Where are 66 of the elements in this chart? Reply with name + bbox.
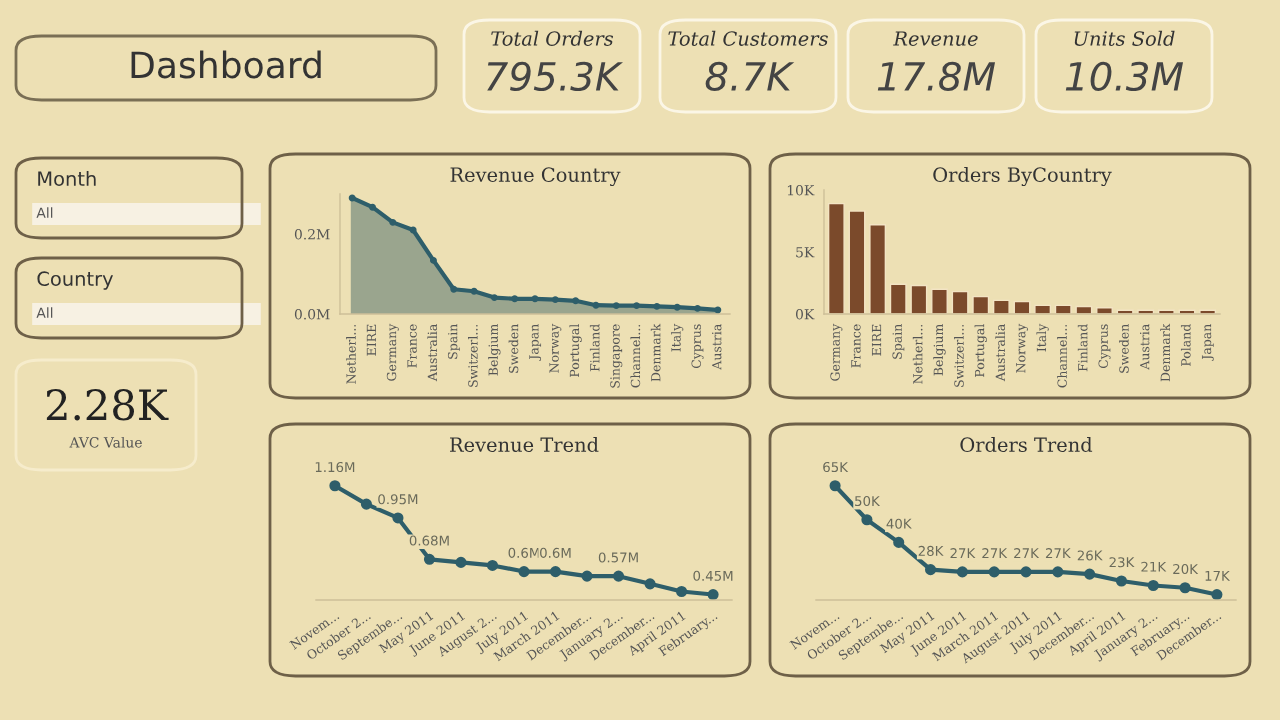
text: 2.28K	[46, 388, 169, 421]
point	[956, 566, 968, 578]
point	[1020, 566, 1032, 578]
point	[988, 566, 1000, 578]
point	[653, 302, 661, 310]
point	[1084, 568, 1096, 580]
text: Month	[38, 170, 96, 187]
point	[673, 303, 681, 311]
text: Revenue	[893, 31, 978, 46]
chart-title: Orders Trend	[960, 437, 1093, 453]
point	[389, 218, 397, 226]
point	[633, 302, 641, 310]
text: 17.8M	[877, 61, 996, 92]
point	[1211, 589, 1223, 600]
point	[893, 536, 905, 548]
chart-title: Orders ByCountry	[933, 167, 1112, 187]
text: 795.3K	[487, 61, 623, 92]
point	[676, 585, 688, 598]
point	[392, 512, 404, 524]
point	[329, 480, 341, 492]
bar	[848, 210, 866, 314]
point	[581, 570, 593, 582]
point	[829, 480, 841, 492]
text: 10.3M	[1065, 61, 1184, 92]
point	[531, 295, 539, 303]
text: Country	[37, 271, 114, 290]
point	[423, 553, 436, 565]
text: Units Sold	[1074, 30, 1175, 46]
point	[924, 564, 937, 576]
chart-title: Revenue Country	[450, 167, 621, 187]
point	[450, 285, 458, 293]
point	[1179, 582, 1191, 594]
bar	[869, 224, 887, 314]
point	[1115, 575, 1128, 587]
bar	[931, 288, 948, 314]
point	[861, 514, 873, 526]
point	[714, 306, 722, 314]
point	[612, 570, 625, 582]
point	[644, 578, 656, 590]
text: Total Customers	[668, 30, 828, 46]
point	[369, 203, 376, 211]
bar	[992, 299, 1010, 314]
point	[360, 498, 372, 510]
point	[348, 194, 356, 202]
point	[511, 295, 519, 303]
point	[490, 294, 498, 302]
point	[429, 256, 437, 264]
point	[455, 556, 467, 568]
point	[518, 566, 530, 578]
point	[572, 297, 580, 305]
point	[486, 559, 499, 571]
point	[409, 226, 417, 234]
point	[694, 304, 701, 312]
point	[549, 566, 562, 578]
point	[470, 287, 478, 295]
chart-title: Revenue Trend	[450, 437, 599, 453]
point	[1052, 566, 1064, 578]
bar	[827, 202, 845, 314]
point	[612, 302, 620, 310]
point	[592, 301, 600, 309]
text: Dashboard	[131, 50, 321, 79]
text: Total Orders	[491, 30, 614, 46]
point	[1147, 579, 1159, 592]
point	[551, 296, 559, 304]
point	[707, 589, 719, 600]
text: 8.7K	[705, 61, 795, 92]
